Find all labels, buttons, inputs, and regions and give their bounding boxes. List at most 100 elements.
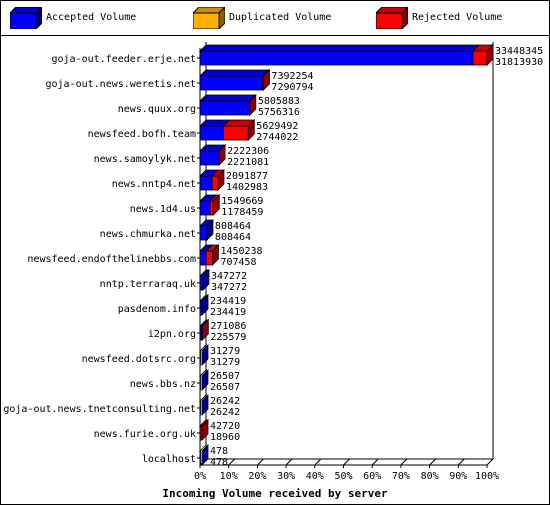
category-label: news.nntp4.net bbox=[112, 179, 196, 190]
rejected-bar-front bbox=[472, 50, 488, 66]
x-tick-label: 30% bbox=[277, 471, 295, 482]
x-tick-label: 40% bbox=[306, 471, 324, 482]
floor-tick-line bbox=[228, 458, 236, 466]
x-tick-label: 10% bbox=[220, 471, 238, 482]
accepted-bar-side bbox=[201, 294, 209, 316]
bar-5 bbox=[199, 169, 225, 191]
floor-tick-line bbox=[285, 458, 293, 466]
category-label: newsfeed.bofh.team bbox=[88, 129, 196, 140]
accepted-bar-side bbox=[202, 269, 210, 291]
bar-12 bbox=[199, 344, 209, 366]
bar-9 bbox=[199, 269, 210, 291]
floor-tick-line bbox=[486, 458, 494, 466]
x-tick-label: 0% bbox=[194, 471, 206, 482]
accepted-swatch-icon bbox=[10, 7, 42, 29]
accepted-bar-side bbox=[201, 369, 209, 391]
legend-divider bbox=[1, 35, 549, 36]
category-label: news.1d4.us bbox=[130, 204, 196, 215]
category-label: localhost bbox=[142, 454, 196, 465]
accepted-value-label: 5756316 bbox=[258, 107, 300, 118]
category-label: goja-out.news.tnetconsulting.net bbox=[3, 404, 196, 415]
category-label: news.bbs.nz bbox=[130, 379, 196, 390]
bar-8 bbox=[199, 244, 220, 266]
accepted-bar-front bbox=[199, 275, 204, 291]
x-tick-label: 70% bbox=[392, 471, 410, 482]
accepted-value-label: 478 bbox=[210, 457, 228, 468]
accepted-bar-top bbox=[199, 69, 270, 77]
accepted-value-label: 7290794 bbox=[271, 82, 313, 93]
total-value-label: 1549669 bbox=[221, 196, 263, 207]
accepted-value-label: 347272 bbox=[211, 282, 247, 293]
accepted-bar-side bbox=[201, 394, 209, 416]
accepted-bar-front bbox=[199, 50, 474, 66]
total-value-label: 5805883 bbox=[258, 96, 300, 107]
rejected-bar-side bbox=[486, 44, 494, 66]
legend-item-rejected: Rejected Volume bbox=[366, 0, 546, 34]
floor-tick-line bbox=[343, 458, 350, 466]
legend-item-accepted: Accepted Volume bbox=[0, 0, 180, 34]
bar-2 bbox=[199, 94, 257, 116]
total-value-label: 5629492 bbox=[256, 121, 298, 132]
bar-16 bbox=[199, 444, 209, 466]
accepted-bar-top bbox=[199, 44, 480, 52]
accepted-value-label: 1402983 bbox=[226, 182, 268, 193]
x-tick-label: 80% bbox=[421, 471, 439, 482]
total-value-label: 31279 bbox=[210, 346, 240, 357]
accepted-bar-top bbox=[199, 344, 208, 352]
x-axis-label: Incoming Volume received by server bbox=[162, 487, 388, 500]
accepted-bar-front bbox=[199, 100, 250, 116]
category-label: pasdenom.info bbox=[118, 304, 196, 315]
accepted-bar-top bbox=[199, 94, 257, 102]
total-value-label: 33448345 bbox=[495, 46, 543, 57]
accepted-bar-top bbox=[199, 394, 208, 402]
rejected-bar-side bbox=[247, 119, 255, 141]
category-label: goja-out.news.weretis.net bbox=[45, 79, 196, 90]
accepted-bar-front bbox=[199, 450, 201, 466]
bar-15 bbox=[199, 419, 209, 441]
category-label: newsfeed.endofthelinebbs.com bbox=[27, 254, 196, 265]
category-label: news.chmurka.net bbox=[100, 229, 196, 240]
category-label: news.samoylyk.net bbox=[94, 154, 196, 165]
category-label: news.quux.org bbox=[118, 104, 196, 115]
floor-tick-line bbox=[429, 458, 436, 466]
rejected-bar-side bbox=[263, 69, 270, 91]
bars bbox=[199, 44, 494, 466]
rejected-bar-side bbox=[212, 244, 219, 266]
legend-item-duplicated: Duplicated Volume bbox=[183, 0, 363, 34]
legend-label-accepted: Accepted Volume bbox=[46, 12, 137, 23]
total-value-label: 2222306 bbox=[227, 146, 269, 157]
rejected-bar-front bbox=[211, 175, 219, 191]
category-labels: goja-out.feeder.erje.net goja-out.news.we… bbox=[3, 54, 196, 465]
rejected-bar-front bbox=[223, 125, 249, 141]
floor-tick-line bbox=[257, 458, 264, 466]
rejected-swatch-icon bbox=[376, 7, 408, 29]
total-value-label: 271086 bbox=[210, 321, 246, 332]
accepted-value-label: 707458 bbox=[220, 257, 256, 268]
x-tick-label: 100% bbox=[475, 471, 499, 482]
accepted-value-label: 225579 bbox=[210, 332, 246, 343]
category-label: news.furie.org.uk bbox=[94, 429, 196, 440]
bar-0 bbox=[199, 44, 494, 66]
accepted-bar-front bbox=[199, 75, 263, 91]
accepted-bar-side bbox=[201, 444, 209, 466]
x-tick-label: 20% bbox=[248, 471, 266, 482]
floor-tick-line bbox=[371, 458, 379, 466]
accepted-value-label: 26242 bbox=[210, 407, 240, 418]
x-tick-label: 50% bbox=[334, 471, 352, 482]
accepted-bar-front bbox=[199, 400, 201, 416]
accepted-bar-front bbox=[199, 175, 213, 191]
accepted-bar-top bbox=[199, 444, 207, 452]
accepted-value-label: 2221081 bbox=[227, 157, 269, 168]
category-label: i2pn.org bbox=[148, 329, 196, 340]
category-label: goja-out.feeder.erje.net bbox=[52, 54, 197, 65]
total-value-label: 42720 bbox=[210, 421, 240, 432]
duplicated-swatch-icon bbox=[193, 7, 225, 29]
rejected-bar-side bbox=[201, 319, 209, 341]
accepted-bar-front bbox=[199, 200, 211, 216]
bar-13 bbox=[199, 369, 209, 391]
rejected-bar-side bbox=[217, 169, 225, 191]
accepted-bar-front bbox=[199, 225, 208, 241]
rejected-bar-front bbox=[209, 200, 214, 216]
accepted-value-label: 1178459 bbox=[221, 207, 263, 218]
